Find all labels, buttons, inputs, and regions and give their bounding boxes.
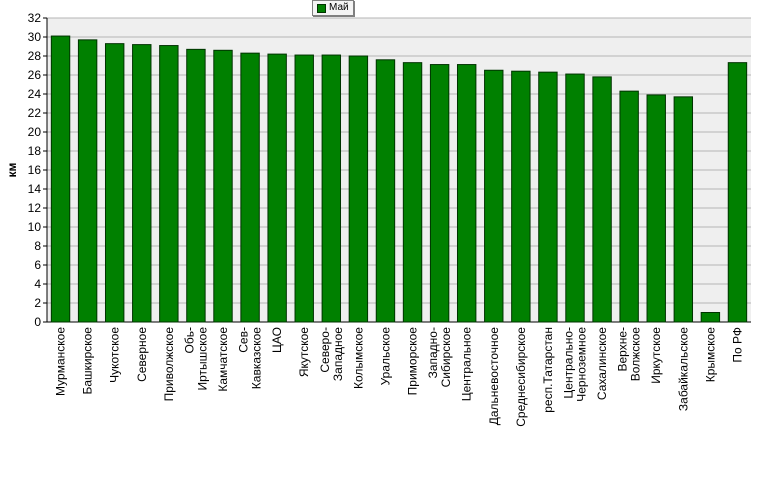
y-tick-label: 18 [28,144,42,158]
bar [50,35,71,323]
y-tick-label: 30 [28,30,42,44]
bar [511,70,531,323]
x-tick-label: Чукотское [108,327,122,383]
x-tick-label: Обь- [182,327,196,353]
bar [646,94,666,323]
x-tick-label: респ.Татарстан [541,327,555,413]
x-tick-label: Иртышское [195,327,209,391]
y-tick-label: 14 [28,182,42,196]
bar [321,54,342,323]
bar [484,69,504,323]
x-tick-label: Приморское [406,327,420,396]
bar [294,54,314,323]
y-tick-label: 28 [28,49,42,63]
y-tick-label: 22 [28,106,42,120]
bar [267,53,287,323]
bar [592,76,612,323]
legend: Май [312,0,354,16]
bar [186,48,206,323]
legend-label: Май [329,2,349,13]
bar [213,49,233,323]
y-tick-label: 24 [28,87,42,101]
y-axis-label: км [5,162,19,177]
y-tick-label: 6 [34,258,41,272]
y-tick-label: 0 [34,315,41,329]
x-tick-label: Центрально- [562,327,576,399]
x-tick-label: Среднесибирское [514,327,528,427]
y-tick-label: 20 [28,125,42,139]
x-tick-label: Иркутское [649,327,663,384]
x-tick-label: Черноземное [575,327,589,402]
bar [700,312,721,323]
y-tick-label: 16 [28,163,42,177]
y-tick-label: 2 [34,296,41,310]
x-tick-label: Крымское [703,327,717,383]
bar [619,90,639,323]
bar [375,59,396,323]
x-tick-label: Уральское [378,327,392,386]
x-tick-label: Верхне- [616,327,630,372]
x-tick-label: Волжское [629,327,643,382]
x-tick-label: Забайкальское [676,327,690,411]
x-tick-label: ЦАО [270,327,284,353]
bar [727,62,748,323]
bar [456,64,477,323]
x-tick-label: Северное [135,327,149,382]
bar [240,52,260,323]
bar [77,39,98,323]
x-tick-label: Северо- [318,327,332,373]
bar [673,96,694,323]
x-tick-label: Колымское [351,327,365,389]
x-tick-label: Приволжское [162,327,176,402]
bar [132,44,152,323]
x-tick-label: Сибирское [439,327,453,388]
bar [429,64,450,323]
bar [348,55,369,323]
x-tick-label: Башкирское [81,327,95,395]
x-tick-label: Сев- [237,327,251,353]
y-tick-label: 4 [34,277,41,291]
y-tick-label: 10 [28,220,42,234]
x-tick-label: Мурманское [54,327,68,396]
x-tick-label: Якутское [297,327,311,377]
bar [538,71,558,323]
bar [565,73,585,323]
y-tick-label: 8 [34,239,41,253]
x-tick-label: Сахалинское [595,327,609,400]
x-tick-label: Камчатское [216,327,230,392]
x-tick-label: По РФ [730,327,744,363]
y-tick-label: 12 [28,201,42,215]
y-tick-label: 26 [28,68,42,82]
x-tick-label: Центральное [460,327,474,402]
bar [402,62,423,323]
x-tick-label: Западно- [426,327,440,378]
x-tick-label: Кавказское [250,327,264,390]
x-tick-label: Западное [331,327,345,381]
bar [159,45,179,323]
bar [104,43,125,323]
x-tick-label: Дальневосточное [487,327,501,426]
legend-swatch [317,3,326,13]
y-tick-label: 32 [28,11,42,25]
